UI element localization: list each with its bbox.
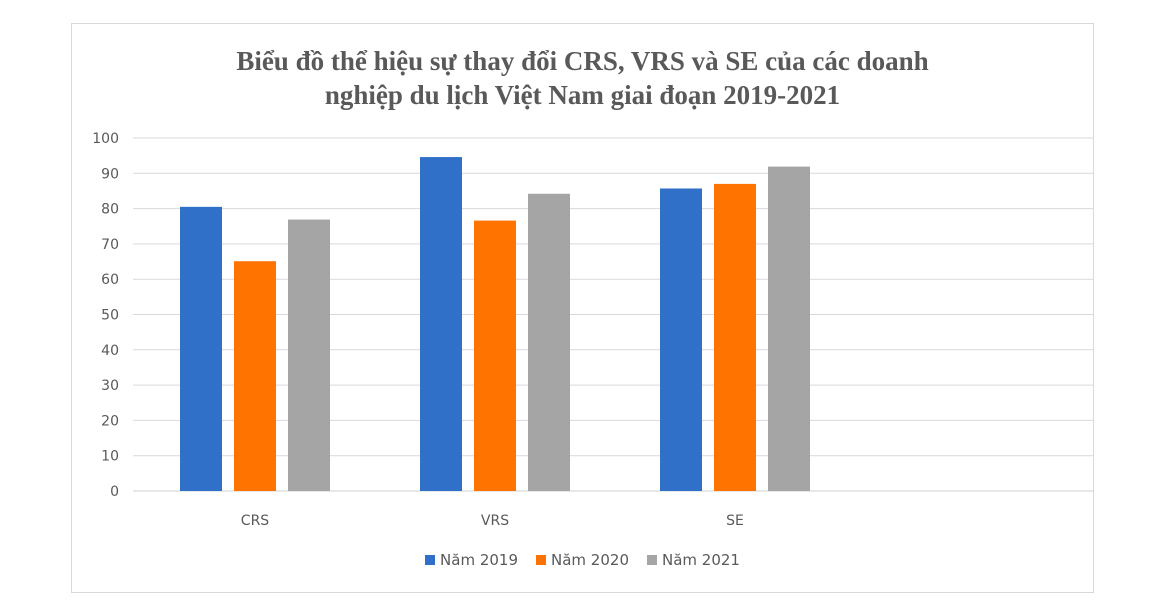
x-category-label: SE — [726, 513, 744, 529]
y-tick-label: 30 — [101, 378, 119, 394]
legend-swatch — [425, 555, 436, 565]
legend-entry: Năm 2021 — [646, 551, 740, 569]
bar — [288, 219, 330, 491]
bar — [768, 166, 810, 491]
chart-title: Biểu đồ thể hiệu sự thay đổi CRS, VRS và… — [71, 44, 1094, 112]
y-tick-label: 40 — [101, 343, 119, 359]
bar — [714, 183, 756, 491]
legend-label: Năm 2021 — [661, 551, 740, 569]
legend-swatch — [646, 555, 657, 565]
bar — [660, 188, 702, 491]
y-tick-label: 60 — [101, 272, 119, 288]
y-tick-label: 20 — [101, 413, 119, 429]
bars — [180, 157, 810, 492]
y-tick-label: 0 — [110, 484, 119, 500]
chart-title-line-2: nghiệp du lịch Việt Nam giai đoạn 2019-2… — [324, 80, 841, 110]
x-axis-category-labels: CRS VRS SE — [241, 513, 744, 529]
gridlines — [133, 137, 1094, 492]
legend-label: Năm 2020 — [551, 551, 629, 569]
bar — [528, 193, 570, 492]
y-tick-label: 100 — [92, 131, 119, 147]
legend-entry: Năm 2020 — [536, 551, 629, 569]
x-category-label: VRS — [481, 513, 509, 529]
bar — [180, 206, 222, 491]
x-category-label: CRS — [241, 513, 270, 529]
bar — [420, 157, 462, 491]
y-tick-label: 50 — [101, 308, 119, 324]
legend-entry: Năm 2019 — [425, 551, 518, 569]
y-tick-label: 80 — [101, 202, 119, 218]
y-tick-label: 90 — [101, 166, 119, 182]
bar — [474, 220, 516, 492]
legend-label: Năm 2019 — [440, 551, 519, 569]
y-axis-tick-labels: 0 10 20 30 40 50 60 70 80 90 100 — [92, 131, 119, 500]
y-tick-label: 10 — [101, 449, 119, 465]
legend-swatch — [536, 555, 547, 565]
chart-title-line-1: Biểu đồ thể hiệu sự thay đổi CRS, VRS và… — [236, 46, 929, 76]
y-tick-label: 70 — [101, 237, 119, 253]
legend: Năm 2019 Năm 2020 Năm 2021 — [71, 551, 1094, 569]
bar — [234, 261, 276, 491]
